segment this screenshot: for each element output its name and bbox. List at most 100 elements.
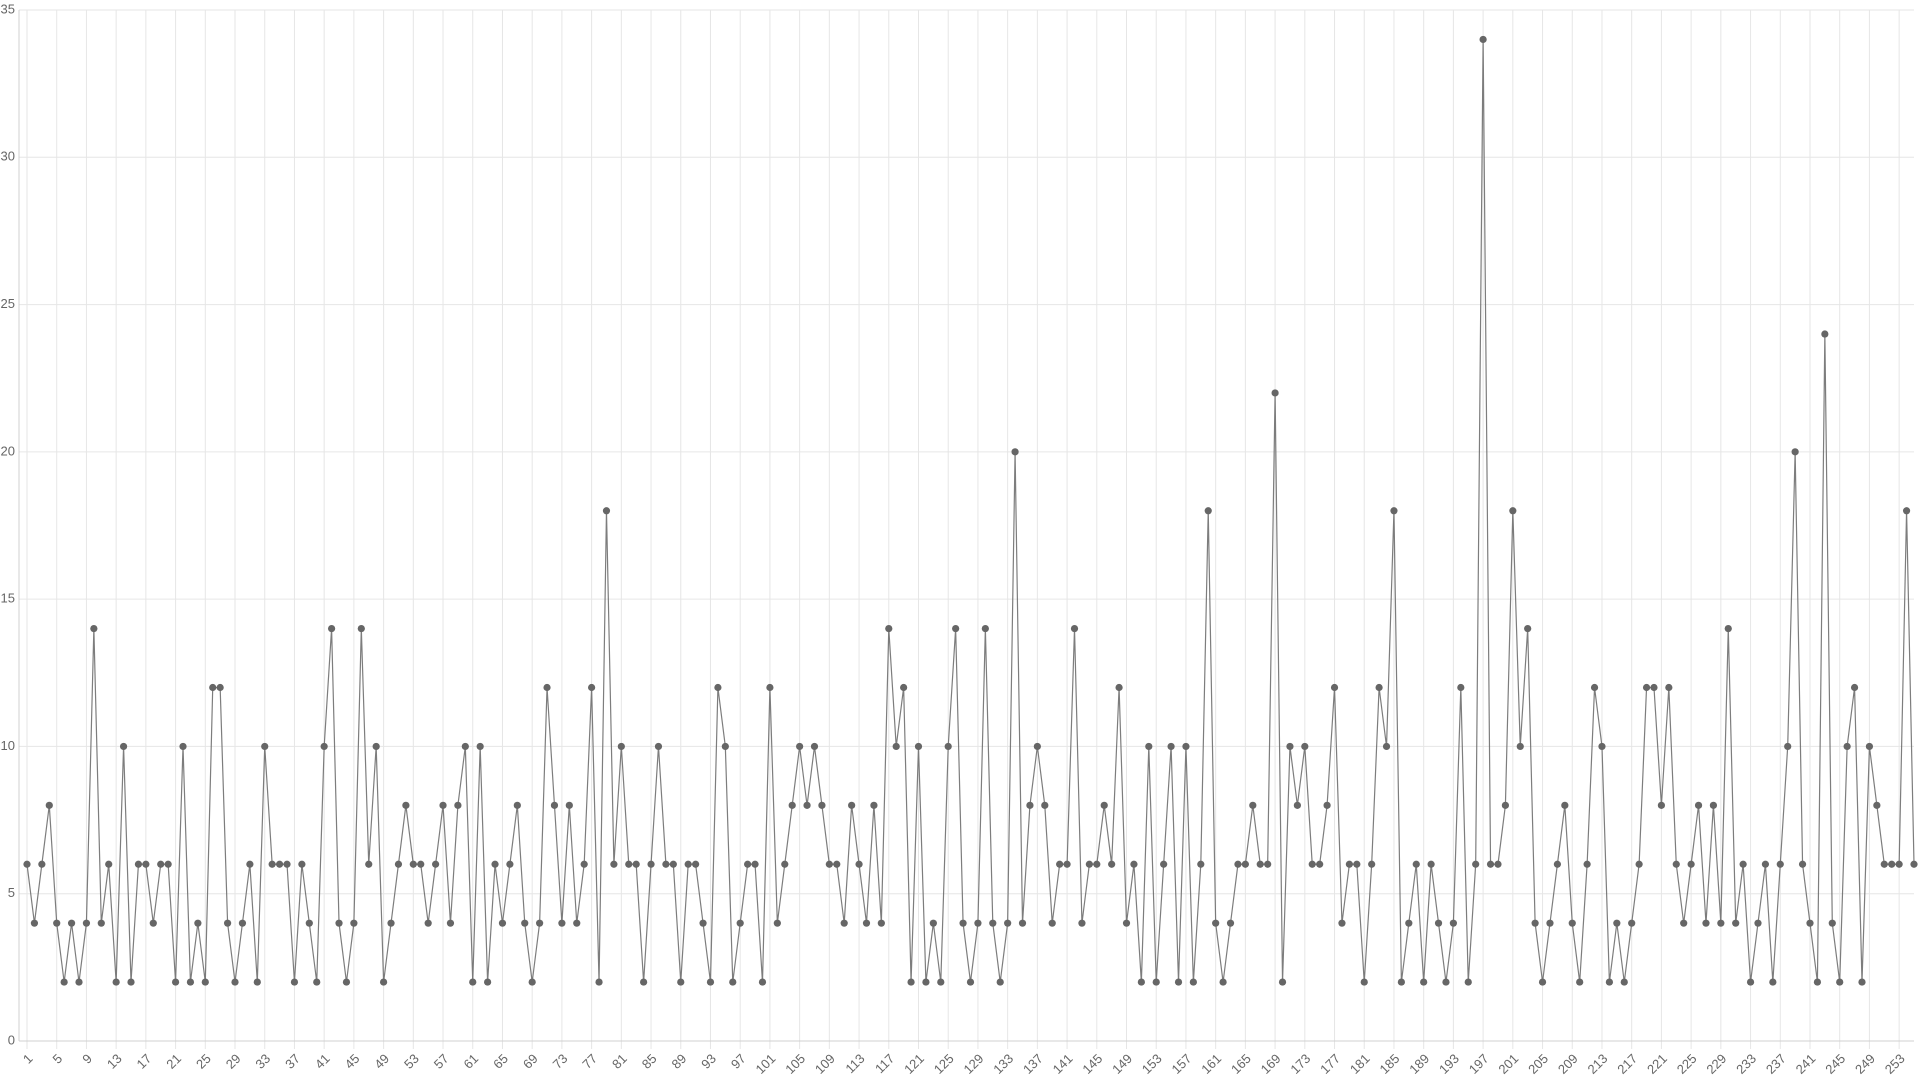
x-tick-label: 77 bbox=[579, 1051, 600, 1072]
x-tick-label: 169 bbox=[1258, 1051, 1284, 1077]
data-point bbox=[870, 801, 878, 809]
data-point bbox=[1182, 742, 1190, 751]
data-point bbox=[1724, 625, 1732, 633]
x-tick-label: 141 bbox=[1050, 1051, 1076, 1077]
data-point bbox=[1226, 919, 1235, 927]
data-point bbox=[387, 919, 395, 927]
data-point bbox=[1902, 507, 1911, 515]
data-point bbox=[1115, 683, 1123, 692]
data-point bbox=[357, 625, 365, 633]
data-point bbox=[1457, 683, 1465, 692]
data-point bbox=[1070, 625, 1079, 633]
data-point bbox=[558, 919, 566, 927]
data-point bbox=[1613, 919, 1621, 927]
data-point bbox=[1026, 801, 1034, 809]
data-point bbox=[1888, 860, 1896, 868]
data-point bbox=[290, 978, 299, 986]
data-point bbox=[1293, 801, 1301, 809]
data-point bbox=[1791, 448, 1799, 456]
data-point bbox=[1264, 860, 1272, 868]
data-point bbox=[610, 860, 618, 868]
x-tick-label: 25 bbox=[193, 1051, 214, 1072]
data-point bbox=[164, 860, 172, 868]
x-tick-label: 253 bbox=[1882, 1051, 1908, 1077]
data-point bbox=[417, 860, 425, 868]
data-point bbox=[1375, 683, 1383, 692]
data-point bbox=[223, 919, 232, 927]
data-point bbox=[1494, 860, 1502, 868]
x-tick-label: 185 bbox=[1377, 1051, 1403, 1077]
data-point bbox=[1895, 860, 1903, 868]
data-point bbox=[127, 978, 135, 986]
data-point bbox=[1360, 978, 1368, 986]
data-point bbox=[1353, 860, 1361, 868]
data-point bbox=[521, 919, 529, 927]
data-point bbox=[1100, 801, 1108, 809]
x-tick-label: 133 bbox=[990, 1051, 1016, 1077]
x-tick-label: 213 bbox=[1585, 1051, 1611, 1077]
x-tick-label: 229 bbox=[1703, 1051, 1729, 1077]
data-point bbox=[275, 860, 284, 868]
data-point bbox=[1486, 860, 1495, 868]
data-point bbox=[1665, 683, 1673, 692]
x-tick-label: 21 bbox=[163, 1051, 184, 1072]
data-point bbox=[1241, 860, 1249, 868]
x-tick-label: 249 bbox=[1852, 1051, 1878, 1077]
data-point bbox=[1033, 742, 1041, 751]
data-point bbox=[75, 978, 83, 986]
data-point bbox=[186, 978, 195, 986]
x-tick-label: 101 bbox=[753, 1051, 779, 1077]
data-point bbox=[803, 801, 811, 809]
data-point bbox=[1189, 978, 1197, 986]
x-tick-label: 37 bbox=[282, 1051, 303, 1072]
data-point bbox=[506, 860, 514, 868]
data-point bbox=[580, 860, 588, 868]
data-point bbox=[744, 860, 752, 868]
data-point bbox=[1583, 860, 1591, 868]
data-point bbox=[788, 801, 796, 809]
data-point bbox=[1821, 330, 1829, 338]
data-point bbox=[67, 919, 76, 927]
x-tick-label: 233 bbox=[1733, 1051, 1759, 1077]
x-tick-label: 113 bbox=[842, 1051, 867, 1076]
x-tick-label: 205 bbox=[1525, 1051, 1551, 1077]
data-point bbox=[617, 742, 625, 751]
data-point bbox=[1427, 860, 1435, 868]
data-point bbox=[751, 860, 759, 868]
data-point bbox=[840, 919, 848, 927]
x-tick-label: 81 bbox=[609, 1051, 630, 1072]
x-tick-label: 237 bbox=[1763, 1051, 1789, 1077]
data-point bbox=[1137, 978, 1145, 986]
x-tick-label: 117 bbox=[872, 1051, 897, 1076]
data-point bbox=[45, 801, 53, 809]
data-point bbox=[1501, 801, 1509, 809]
data-point bbox=[699, 919, 707, 927]
data-point bbox=[796, 742, 804, 751]
data-point bbox=[1702, 919, 1710, 927]
data-point bbox=[1784, 742, 1792, 751]
data-point bbox=[996, 978, 1004, 986]
data-point bbox=[550, 801, 559, 809]
data-point bbox=[498, 919, 507, 927]
data-point bbox=[1063, 860, 1071, 868]
y-tick-label: 0 bbox=[8, 1032, 15, 1047]
data-point bbox=[1449, 919, 1457, 927]
data-point bbox=[342, 978, 351, 986]
data-point bbox=[1709, 801, 1718, 809]
data-point bbox=[82, 919, 91, 927]
data-point bbox=[543, 683, 551, 692]
data-point bbox=[1538, 978, 1547, 986]
x-tick-label: 41 bbox=[312, 1051, 333, 1072]
data-point bbox=[372, 742, 380, 751]
data-point bbox=[1197, 860, 1205, 868]
data-point bbox=[818, 801, 826, 809]
data-point bbox=[1836, 978, 1844, 986]
data-point bbox=[23, 860, 31, 868]
data-point bbox=[981, 625, 989, 633]
data-point bbox=[1680, 919, 1688, 927]
data-point bbox=[573, 919, 581, 927]
y-tick-label: 15 bbox=[1, 591, 15, 606]
data-point bbox=[1806, 919, 1814, 927]
data-point bbox=[677, 978, 685, 986]
